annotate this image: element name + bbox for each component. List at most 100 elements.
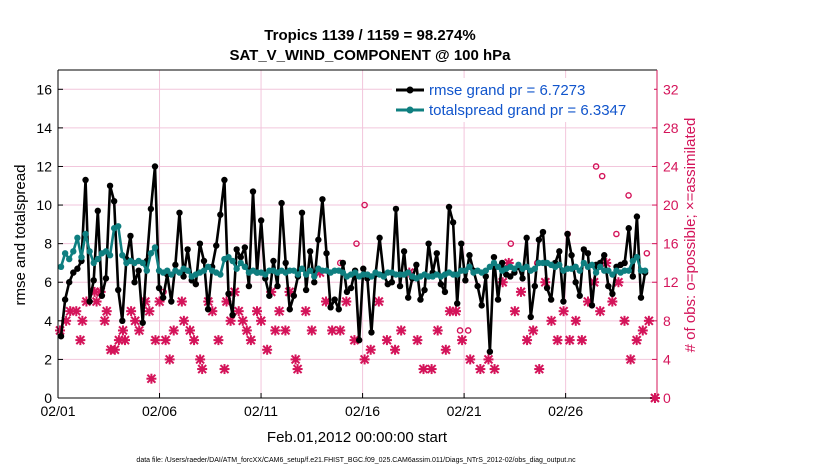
obs-possible-marker [643, 249, 651, 257]
rmse-point [237, 253, 244, 261]
rmse-point [221, 176, 228, 184]
obs-possible-marker [592, 163, 600, 170]
rmse-point [233, 246, 240, 253]
rmse-point [327, 304, 334, 311]
obs-assimilated-marker [101, 306, 112, 317]
rmse-point [135, 267, 142, 274]
rmse-point [323, 250, 330, 257]
totalspread-point [596, 263, 604, 270]
y-right-tick-label: 20 [663, 197, 679, 213]
obs-assimilated-marker [160, 335, 171, 346]
obs-assimilated-marker [251, 306, 262, 317]
totalspread-point [605, 267, 612, 274]
rmse-point [576, 292, 583, 299]
obs-possible-marker [598, 172, 606, 180]
obs-assimilated-marker [552, 335, 563, 346]
rmse-point [355, 336, 363, 344]
totalspread-point [609, 271, 616, 278]
y-right-tick-label: 8 [663, 313, 671, 329]
rmse-point [184, 246, 191, 253]
rmse-point [180, 273, 187, 280]
rmse-point [298, 209, 306, 216]
rmse-point [302, 286, 310, 294]
obs-assimilated-marker [475, 364, 486, 375]
rmse-point [131, 279, 138, 286]
totalspread-point [57, 263, 65, 270]
rmse-point [449, 219, 457, 226]
rmse-point [425, 240, 432, 247]
totalspread-point [494, 263, 502, 270]
rmse-point [57, 333, 65, 340]
totalspread-point [515, 261, 522, 269]
totalspread-point [200, 267, 208, 274]
rmse-point [217, 211, 224, 218]
rmse-point [417, 296, 424, 303]
obs-assimilated-marker [489, 364, 500, 375]
obs-assimilated-marker [77, 315, 88, 326]
totalspread-point [641, 267, 649, 274]
obs-assimilated-marker [570, 315, 581, 326]
y-tick-label: 14 [36, 120, 52, 136]
obs-assimilated-marker [631, 335, 642, 346]
totalspread-point [184, 267, 191, 274]
rmse-point [315, 236, 322, 243]
obs-assimilated-marker [280, 325, 291, 336]
totalspread-point [61, 250, 69, 257]
totalspread-point [556, 261, 563, 269]
y-right-tick-label: 24 [663, 158, 679, 174]
totalspread-point [482, 267, 489, 274]
obs-assimilated-marker [522, 335, 533, 346]
rmse-point [94, 207, 102, 215]
rmse-point [249, 188, 257, 195]
rmse-point [466, 252, 473, 259]
rmse-point [159, 294, 167, 301]
rmse-point [200, 257, 208, 265]
obs-assimilated-marker [595, 306, 606, 317]
obs-assimilated-marker [564, 335, 575, 346]
totalspread-point [229, 257, 236, 265]
rmse-point [421, 286, 428, 294]
x-axis-label: Feb.01,2012 00:00:00 start [267, 429, 448, 446]
rmse-point [110, 198, 118, 205]
obs-assimilated-marker [176, 296, 187, 307]
obs-assimilated-marker [335, 325, 346, 336]
obs-assimilated-marker [117, 325, 128, 336]
rmse-point [196, 240, 204, 247]
obs-assimilated-marker [373, 296, 384, 307]
totalspread-point [294, 271, 302, 278]
chart-title-line1: Tropics 1139 / 1159 = 98.274% [264, 27, 475, 44]
totalspread-point [233, 265, 240, 272]
obs-assimilated-marker [509, 306, 520, 317]
rmse-point [376, 234, 383, 242]
rmse-point [392, 205, 400, 213]
rmse-point [274, 282, 281, 290]
totalspread-point [225, 253, 232, 261]
obs-assimilated-marker [197, 364, 208, 375]
rmse-point [331, 296, 338, 303]
obs-possible-marker [464, 327, 472, 334]
rmse-point [347, 284, 355, 292]
y-tick-label: 10 [36, 197, 52, 213]
rmse-point [454, 300, 461, 307]
obs-assimilated-marker [450, 306, 461, 317]
rmse-point [306, 248, 314, 255]
obs-possible-marker [507, 240, 515, 247]
y-axis-label-right: # of obs: o=possible; ×=assimilated [682, 118, 699, 353]
obs-assimilated-marker [290, 354, 301, 365]
obs-assimilated-marker [637, 325, 648, 336]
y-right-tick-label: 0 [663, 390, 671, 406]
rmse-point [523, 234, 530, 242]
rmse-point [462, 277, 469, 284]
rmse-point [86, 298, 93, 305]
obs-assimilated-marker [396, 325, 407, 336]
y-tick-label: 16 [36, 81, 52, 97]
rmse-point [290, 292, 298, 299]
totalspread-point [139, 259, 146, 267]
rmse-point [286, 306, 293, 313]
rmse-point [498, 259, 506, 267]
obs-assimilated-marker [146, 373, 157, 384]
totalspread-point [94, 255, 102, 263]
x-tick-label: 02/26 [548, 403, 583, 419]
x-tick-label: 02/01 [40, 403, 75, 419]
